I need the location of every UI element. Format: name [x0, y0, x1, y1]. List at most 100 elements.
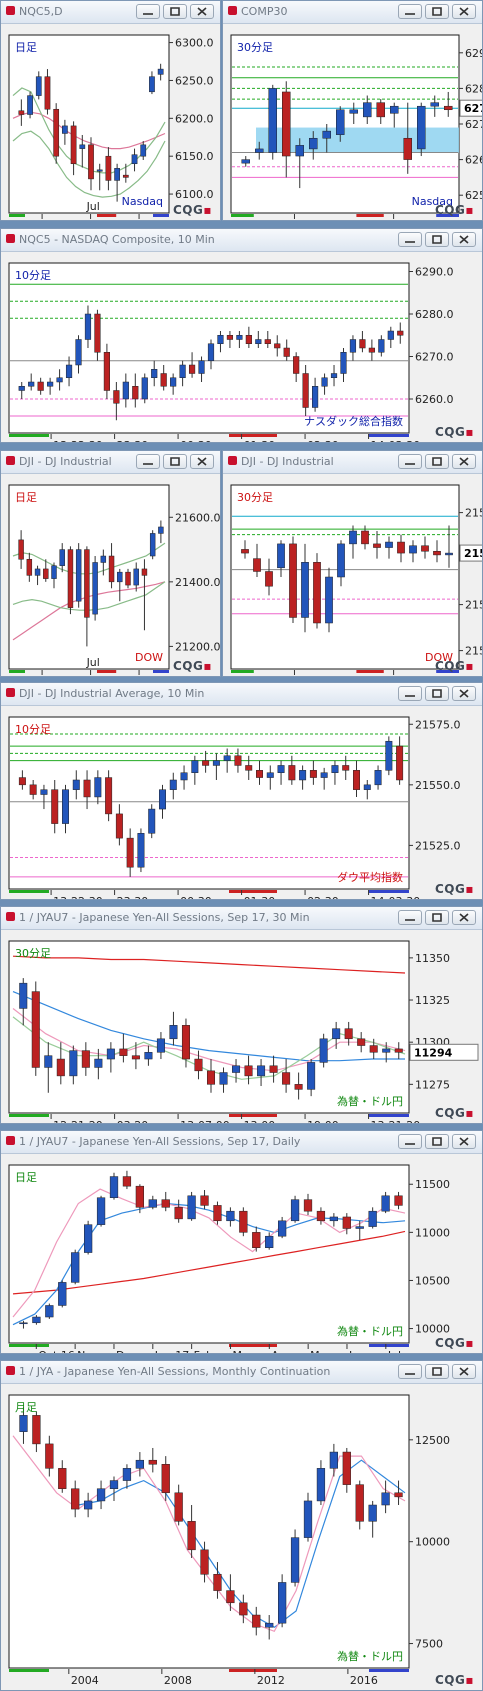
- candle: [213, 1562, 222, 1599]
- instrument-label: ダウ平均指数: [337, 870, 403, 884]
- chart-window-dji-10[interactable]: DJI - DJ Industrial Average, 10 Min 21575…: [0, 682, 483, 900]
- maximize-button[interactable]: [425, 232, 449, 247]
- window-titlebar[interactable]: DJI - DJ Industrial: [223, 451, 482, 474]
- chart-window-jy-daily[interactable]: 1 / JYAU7 - Japanese Yen-All Sessions, S…: [0, 1130, 483, 1354]
- indicator-line-0: [12, 955, 406, 974]
- y-tick-label: 11350: [415, 952, 450, 965]
- candle: [62, 119, 68, 145]
- candle: [330, 365, 338, 387]
- minimize-button[interactable]: [398, 1364, 422, 1379]
- candle: [19, 1320, 28, 1329]
- x-tick-label: 2008: [164, 1674, 192, 1687]
- chart-canvas[interactable]: 21575.0 21525.0 21500.0 21553.0 30分足 DOW 13-22…: [223, 474, 482, 677]
- candle: [56, 1042, 65, 1085]
- candle: [43, 559, 49, 582]
- candle: [117, 568, 123, 602]
- candle: [132, 373, 139, 408]
- maximize-button[interactable]: [425, 910, 449, 925]
- close-icon: [459, 689, 469, 698]
- candle: [103, 343, 110, 399]
- window-titlebar[interactable]: 1 / JYAU7 - Japanese Yen-All Sessions, S…: [1, 1131, 482, 1154]
- plot-area: [8, 716, 410, 890]
- maximize-icon: [432, 235, 442, 244]
- minimize-button[interactable]: [398, 910, 422, 925]
- chart-canvas[interactable]: 6290.00 6280.00 6270.00 6260.00 6250.00 6274.…: [223, 24, 482, 221]
- period-label: 10分足: [15, 269, 51, 282]
- minimize-button[interactable]: [398, 1134, 422, 1149]
- y-tick-label: 6290.00: [465, 47, 482, 60]
- candle: [28, 373, 35, 391]
- chart-canvas[interactable]: 113501132511300112751129430分足為替・ドル円12-21…: [1, 930, 482, 1124]
- candle: [363, 95, 372, 124]
- candle: [71, 1249, 80, 1285]
- candle: [92, 556, 98, 621]
- x-tick-label: 2012: [257, 1674, 285, 1687]
- window-titlebar[interactable]: COMP30: [223, 1, 482, 24]
- price-tag: 21553.0: [459, 544, 482, 562]
- candle: [232, 1059, 241, 1083]
- chart-canvas[interactable]: 6300.0 6250.0 6200.0 6150.0 6100.0 日足 Nasdaq 26…: [1, 24, 220, 221]
- minimize-button[interactable]: [136, 454, 160, 469]
- minimize-button[interactable]: [398, 454, 422, 469]
- chart-window-jy-30[interactable]: 1 / JYAU7 - Japanese Yen-All Sessions, S…: [0, 906, 483, 1124]
- chart-canvas[interactable]: 21600.0 21400.0 21200.0 日足 DOW 26 03 Jul 10: [1, 474, 220, 677]
- minimize-button[interactable]: [398, 232, 422, 247]
- close-button[interactable]: [452, 4, 476, 19]
- candle: [373, 531, 381, 559]
- maximize-icon: [432, 7, 442, 16]
- candle: [81, 1042, 90, 1076]
- minimize-button[interactable]: [136, 4, 160, 19]
- candle: [35, 71, 42, 100]
- candle: [75, 543, 82, 608]
- close-button[interactable]: [190, 454, 214, 469]
- close-button[interactable]: [452, 232, 476, 247]
- minimize-button[interactable]: [398, 686, 422, 701]
- candle: [374, 765, 382, 790]
- instrument-label: DOW: [425, 651, 453, 664]
- chart-window-dji-daily[interactable]: DJI - DJ Industrial 21600.0 21400.0 21200.0…: [0, 450, 221, 677]
- period-label: 日足: [15, 1171, 37, 1184]
- chart-window-jy-monthly[interactable]: 1 / JYA - Japanese Yen-All Sessions, Mon…: [0, 1360, 483, 1691]
- chart-window-nq-10[interactable]: NQC5 - NASDAQ Composite, 10 Min 6290.0 628…: [0, 228, 483, 443]
- close-button[interactable]: [190, 4, 214, 19]
- maximize-button[interactable]: [425, 1134, 449, 1149]
- close-button[interactable]: [452, 686, 476, 701]
- candle: [18, 770, 26, 790]
- y-tick-label: 7500: [415, 1638, 443, 1651]
- minimize-button[interactable]: [398, 4, 422, 19]
- maximize-button[interactable]: [163, 454, 187, 469]
- window-titlebar[interactable]: DJI - DJ Industrial: [1, 451, 220, 474]
- candle: [394, 1042, 403, 1060]
- candle: [394, 1191, 403, 1210]
- chart-window-comp-30[interactable]: COMP30 6290.00 6280.00 6270.00 6260.00 6250.0…: [222, 0, 483, 221]
- candle: [329, 1213, 338, 1227]
- candle: [18, 530, 24, 569]
- window-titlebar[interactable]: NQC5,D: [1, 1, 220, 24]
- chart-window-nq-daily[interactable]: NQC5,D 6300.0 6250.0 6200.0 6150.0 6100.0 日足 Na…: [0, 0, 221, 221]
- maximize-button[interactable]: [425, 4, 449, 19]
- candle: [277, 760, 285, 785]
- window-titlebar[interactable]: DJI - DJ Industrial Average, 10 Min: [1, 683, 482, 706]
- maximize-button[interactable]: [163, 4, 187, 19]
- window-titlebar[interactable]: 1 / JYA - Japanese Yen-All Sessions, Mon…: [1, 1361, 482, 1384]
- maximize-button[interactable]: [425, 686, 449, 701]
- close-button[interactable]: [452, 1364, 476, 1379]
- candle: [94, 1048, 103, 1080]
- maximize-button[interactable]: [425, 1364, 449, 1379]
- close-button[interactable]: [452, 1134, 476, 1149]
- x-tick-label: 13-22:30: [296, 219, 346, 221]
- window-titlebar[interactable]: NQC5 - NASDAQ Composite, 10 Min: [1, 229, 482, 252]
- candle: [289, 536, 297, 623]
- window-titlebar[interactable]: 1 / JYAU7 - Japanese Yen-All Sessions, S…: [1, 907, 482, 930]
- close-button[interactable]: [452, 910, 476, 925]
- candle: [257, 1059, 266, 1087]
- chart-window-dji-30[interactable]: DJI - DJ Industrial 21575.0 21525.0 21500.0…: [222, 450, 483, 677]
- candle: [160, 365, 167, 391]
- indicator-line-0: [12, 1230, 406, 1295]
- close-button[interactable]: [452, 454, 476, 469]
- maximize-button[interactable]: [425, 454, 449, 469]
